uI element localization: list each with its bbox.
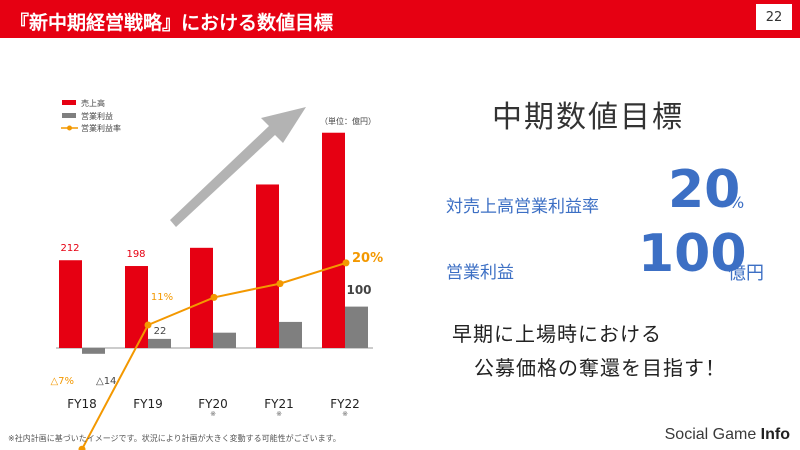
message-line-1: 早期に上場時における xyxy=(452,322,662,346)
footnote: ※社内計画に基づいたイメージです。状況により計画が大きく変動する可能性がございま… xyxy=(8,434,341,443)
x-tick-label: FY21 xyxy=(264,397,294,411)
profit-target-unit: 億円 xyxy=(728,263,764,284)
sales-data-label: 198 xyxy=(126,249,145,260)
profit-data-label: △14 xyxy=(96,376,116,387)
unit-label: （単位：億円） xyxy=(320,116,376,126)
message-line-2: 公募価格の奪還を目指す！ xyxy=(474,356,726,380)
x-tick-note: ※ xyxy=(210,410,216,418)
margin-point xyxy=(276,280,284,288)
margin-target-label: 対売上高営業利益率 xyxy=(446,197,599,217)
profit-target-value: 100 xyxy=(638,224,747,284)
profit-bar xyxy=(345,306,368,348)
legend-swatch-profit xyxy=(62,113,76,118)
margin-data-label: 20% xyxy=(352,251,383,266)
legend-marker-margin xyxy=(67,125,72,131)
margin-data-label: 11% xyxy=(151,292,173,303)
sales-bar xyxy=(322,132,345,348)
margin-point xyxy=(78,445,86,450)
profit-bar xyxy=(148,338,171,348)
x-tick-label: FY19 xyxy=(133,397,163,411)
margin-point xyxy=(342,259,350,267)
profit-target-label: 営業利益 xyxy=(446,263,514,283)
x-tick-note: ※ xyxy=(276,410,282,418)
sales-bar xyxy=(59,260,82,348)
margin-point xyxy=(210,293,218,301)
page-number: 22 xyxy=(756,4,792,30)
target-heading: 中期数値目標 xyxy=(492,100,684,135)
sales-data-label: 212 xyxy=(60,243,79,254)
profit-data-label: 22 xyxy=(154,326,167,337)
slide-title: 『新中期経営戦略』における数値目標 xyxy=(10,12,334,34)
profit-data-label: 100 xyxy=(346,283,371,297)
legend-label-sales: 売上高 xyxy=(81,98,105,108)
margin-line xyxy=(81,261,347,450)
x-tick-label: FY18 xyxy=(67,397,97,411)
margin-target-unit: % xyxy=(729,193,745,212)
legend-label-margin: 営業利益率 xyxy=(81,123,121,133)
profit-bar xyxy=(213,332,236,348)
growth-arrow xyxy=(170,107,306,227)
margin-point xyxy=(144,321,152,329)
legend-swatch-sales xyxy=(62,100,76,105)
sales-bar xyxy=(125,266,148,348)
sales-bar xyxy=(256,184,279,348)
brand-logo: Social Game Info xyxy=(664,426,790,443)
profit-bar xyxy=(82,348,105,354)
x-tick-note: ※ xyxy=(342,410,348,418)
header-bar: 『新中期経営戦略』における数値目標 22 xyxy=(0,0,800,38)
sales-bar xyxy=(190,247,213,348)
profit-bar xyxy=(279,321,302,348)
x-tick-label: FY22 xyxy=(330,397,360,411)
x-tick-label: FY20 xyxy=(198,397,228,411)
margin-target-value: 20 xyxy=(668,160,741,220)
legend-label-profit: 営業利益 xyxy=(81,111,113,121)
margin-data-label: △7% xyxy=(50,376,74,387)
